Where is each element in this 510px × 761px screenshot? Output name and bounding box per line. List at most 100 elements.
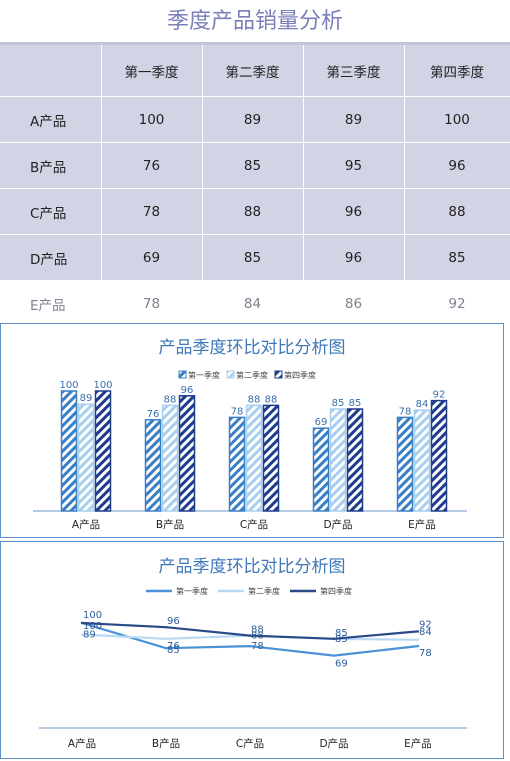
data-point — [416, 644, 420, 648]
bar-data-label: 69 — [315, 417, 328, 428]
row-label: B产品 — [0, 142, 102, 189]
data-point — [248, 644, 252, 648]
legend-swatch — [274, 370, 283, 379]
bar — [161, 404, 179, 512]
table-cell: 89 — [202, 96, 304, 143]
bar-legend: 第一季度 第二季度 第四季度 — [178, 370, 316, 380]
column-header: 第三季度 — [303, 42, 405, 97]
point-data-label: 88 — [251, 625, 264, 636]
data-point — [416, 630, 420, 633]
table-cell: 92 — [404, 280, 510, 327]
bar-data-label: 88 — [248, 394, 261, 405]
table-cell: 85 — [202, 142, 304, 189]
table-cell: 76 — [101, 142, 203, 189]
legend-swatch — [178, 370, 187, 379]
sales-table: 第一季度 第二季度 第三季度 第四季度 A产品 100 89 89 100 B产… — [0, 42, 510, 327]
bar-chart-title: 产品季度环比对比分析图 — [158, 338, 346, 358]
bar — [245, 404, 263, 512]
legend-label: 第四季度 — [320, 586, 352, 596]
row-label: A产品 — [0, 96, 102, 143]
x-tick-label: B产品 — [156, 518, 184, 531]
data-point — [164, 647, 168, 650]
table-cell: 89 — [303, 96, 405, 143]
bar-data-label: 85 — [349, 398, 362, 409]
point-data-label: 76 — [167, 641, 180, 652]
point-data-label: 92 — [419, 619, 432, 630]
bar-data-label: 100 — [93, 380, 112, 391]
legend-swatch — [226, 370, 235, 379]
bar-data-label: 76 — [147, 409, 160, 420]
bar-data-label: 88 — [265, 394, 278, 405]
point-data-label: 89 — [83, 630, 96, 641]
x-tick-label: E产品 — [404, 737, 432, 750]
bar — [94, 390, 112, 512]
table-cell: 96 — [404, 142, 510, 189]
line-legend: 第一季度 第二季度 第四季度 — [146, 586, 352, 596]
bar — [144, 419, 162, 512]
legend-label: 第一季度 — [176, 586, 208, 596]
bar — [60, 390, 78, 512]
bar — [346, 408, 364, 512]
column-header: 第一季度 — [101, 42, 203, 97]
table-cell: 100 — [101, 96, 203, 143]
table-cell: 85 — [404, 234, 510, 281]
table-cell: 78 — [101, 280, 203, 327]
row-label: D产品 — [0, 234, 102, 281]
line-chart-panel: 产品季度环比对比分析图 第一季度 第二季度 第四季度 100 76 78 69 78 89 85 8… — [0, 541, 504, 759]
point-data-label: 85 — [335, 628, 348, 639]
bar-data-label: 78 — [231, 406, 244, 417]
data-point — [332, 637, 336, 640]
data-point — [416, 638, 420, 641]
table-cell: 84 — [202, 280, 304, 327]
column-header: 第四季度 — [404, 42, 510, 97]
data-point — [248, 634, 252, 637]
data-point — [164, 626, 168, 629]
legend-label: 第四季度 — [284, 370, 316, 380]
table-row: B产品 76 85 95 96 — [0, 142, 510, 189]
bar-data-label: 84 — [416, 399, 429, 410]
data-point — [80, 633, 84, 636]
bar — [396, 416, 414, 512]
point-data-label: 96 — [167, 616, 180, 627]
x-tick-label: B产品 — [152, 737, 180, 750]
data-point — [80, 621, 84, 625]
x-tick-label: A产品 — [72, 518, 100, 531]
table-cell: 96 — [303, 188, 405, 235]
x-tick-label: A产品 — [68, 737, 96, 750]
data-point — [332, 654, 336, 657]
legend-label: 第一季度 — [188, 370, 220, 380]
page-title: 季度产品销量分析 — [166, 9, 343, 34]
bar — [262, 404, 280, 512]
point-data-label: 78 — [419, 648, 432, 659]
bar-chart-panel: 产品季度环比对比分析图 第一季度 第二季度 第四季度 100 89 100 A产品 76 88 9… — [0, 323, 504, 538]
x-tick-label: C产品 — [236, 737, 264, 750]
table-cell: 69 — [101, 234, 203, 281]
bar-data-label: 89 — [80, 393, 93, 404]
point-data-label: 69 — [335, 659, 348, 670]
point-data-label: 84 — [419, 627, 432, 638]
row-label: C产品 — [0, 188, 102, 235]
bar-data-label: 85 — [332, 398, 345, 409]
line-chart-title: 产品季度环比对比分析图 — [158, 557, 346, 577]
table-cell: 100 — [404, 96, 510, 143]
legend-label: 第二季度 — [236, 370, 268, 380]
table-row: E产品 78 84 86 92 — [0, 280, 510, 327]
table-corner-cell — [0, 42, 102, 97]
legend-label: 第二季度 — [248, 586, 280, 596]
point-data-label: 85 — [167, 645, 180, 656]
x-tick-label: C产品 — [240, 518, 268, 531]
table-cell: 95 — [303, 142, 405, 189]
bar — [329, 408, 347, 512]
bar-data-label: 88 — [164, 394, 177, 405]
table-row: C产品 78 88 96 88 — [0, 188, 510, 235]
bar-data-label: 100 — [59, 380, 78, 391]
table-cell: 85 — [202, 234, 304, 281]
x-tick-label: D产品 — [319, 737, 348, 750]
table-row: D产品 69 85 96 85 — [0, 234, 510, 281]
column-header: 第二季度 — [202, 42, 304, 97]
x-tick-label: E产品 — [408, 518, 436, 531]
table-cell: 86 — [303, 280, 405, 327]
table-cell: 96 — [303, 234, 405, 281]
